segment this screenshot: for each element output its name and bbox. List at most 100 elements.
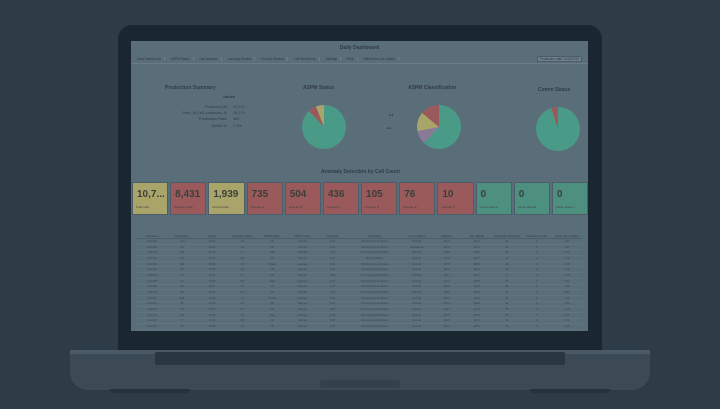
column-header[interactable]: Cell Status	[367, 234, 382, 238]
table-cell: 113.1	[443, 308, 450, 312]
table-row[interactable]: Cell 011 128 22.05 1.2 Defect Anomaly 1.39 Runn…	[137, 296, 582, 302]
nav-item-anomaly-review[interactable]: Anomaly Review	[225, 57, 256, 61]
kpi-tile[interactable]: 0 Comm Issue A	[475, 182, 512, 215]
table-cell: 22.05	[208, 296, 216, 300]
table-cell: 1.15	[329, 325, 335, 329]
table-row[interactable]: Cell 007 54 10.42 0.7 OK Normal 0.98 Running No…	[137, 273, 582, 279]
kpi-tile[interactable]: 504 Anomaly B	[284, 182, 321, 215]
column-header[interactable]: Process Counter	[526, 234, 548, 238]
table-cell: OK	[270, 285, 275, 289]
kpi-tile[interactable]: 10 Anomaly F	[437, 182, 474, 215]
table-cell: 19.23	[208, 245, 216, 249]
table-cell: 16.58	[208, 325, 216, 329]
table-row[interactable]: Cell 010 66 11.93 0.8 OK Normal 1.04 Running No…	[137, 290, 582, 296]
kpi-tile[interactable]: 10,7... Total Cells	[132, 182, 169, 215]
column-header[interactable]: Volt. Range	[469, 234, 484, 238]
anomaly-detection-title: Anomaly Detection by Cell Count	[321, 169, 400, 175]
table-row[interactable]: Cell 005 142 26.31 1.3 Defect Anomaly 1.61 Runn…	[137, 262, 582, 268]
aspm-classification-pie[interactable]	[417, 105, 461, 149]
table-cell: 0.8	[240, 279, 245, 283]
table-cell: 18.27	[208, 285, 216, 289]
table-cell: Cell 008	[147, 279, 157, 283]
table-cell: 18	[505, 302, 509, 306]
kpi-caption: Total Cells	[136, 205, 149, 209]
column-header[interactable]: Cycle Count Status	[554, 234, 579, 238]
table-cell: Normal	[412, 308, 421, 312]
kpi-tile[interactable]: 105 Anomaly D	[361, 182, 398, 215]
table-cell: OK	[270, 273, 275, 277]
table-cell: 119.2	[443, 268, 450, 272]
table-cell: 127.5	[443, 262, 450, 266]
table-cell: 1.33	[329, 313, 335, 317]
aspm-status-pie[interactable]	[302, 105, 346, 149]
table-cell: 1.1	[240, 251, 245, 255]
table-row[interactable]: Cell 012 85 14.72 0.9 OK Normal 1.11 Running No…	[137, 302, 582, 308]
column-header[interactable]: Voltage 1	[440, 234, 453, 238]
nav-item-aspm-status[interactable]: ASPM Status	[168, 57, 194, 61]
kpi-tile[interactable]: 735 Anomaly A	[246, 182, 283, 215]
table-cell: Running Normal Status	[361, 273, 388, 277]
table-cell: 1.87	[564, 239, 570, 243]
production-date-select[interactable]: Production date 10/15/2019	[536, 56, 582, 62]
table-cell: 13.20	[208, 319, 216, 323]
table-row[interactable]: Cell 014 112 19.64 1.1 Alert Anomaly 1.33 Runni…	[137, 313, 582, 319]
table-cell: Running Normal Status	[361, 325, 388, 329]
table-cell: 117.0	[473, 285, 480, 289]
table-cell: Cell 007	[147, 273, 157, 277]
kpi-tile[interactable]: 0 Comm Issue C	[551, 182, 588, 215]
kpi-tile[interactable]: 436 Anomaly C	[322, 182, 360, 215]
table-cell: 1.02	[564, 313, 570, 317]
nav-item-process-review[interactable]: Process Review	[258, 57, 289, 61]
column-header[interactable]: Production Ratio	[231, 234, 253, 238]
nav-item-help[interactable]: Help	[344, 57, 358, 61]
comm-status-pie[interactable]	[536, 107, 580, 151]
kpi-tile[interactable]: 76 Anomaly E	[399, 182, 436, 215]
column-header[interactable]: Defect	[208, 234, 217, 238]
column-header[interactable]: Cycle Start Threshold	[493, 234, 521, 238]
column-header[interactable]: Production	[175, 234, 189, 238]
table-row[interactable]: Cell 0176311.120.7OKNormal1.01Running No…	[137, 330, 582, 332]
pie-legend-label: ■ ■	[387, 126, 392, 130]
table-header: Cell Name Production Defect Production Rati…	[137, 227, 582, 239]
table-cell: Normal	[298, 285, 307, 289]
nav-item-daily-dashboard[interactable]: Daily Dashboard	[134, 57, 165, 61]
table-row[interactable]: Cell 002 96 19.23 1.0 OK Normal 1.12 Running No…	[137, 245, 582, 251]
cell-data-table: Cell Name Production Defect Production Rati…	[137, 227, 582, 331]
table-row[interactable]: Cell 013 59 10.87 0.7 OK Normal 0.95 Running No…	[137, 307, 582, 313]
table-cell: 121.0	[443, 279, 450, 283]
table-cell: 119.9	[473, 313, 480, 317]
table-cell: Running Normal Status	[361, 279, 388, 283]
table-cell: Normal	[412, 302, 421, 306]
kpi-tile[interactable]: 1,939 Normal Cells	[208, 182, 245, 215]
table-row[interactable]: Cell 006 89 15.88 0.9 OK Normal 1.09 Running No…	[137, 267, 582, 274]
nav-item-cell-monitoring[interactable]: Cell Monitoring	[291, 57, 320, 61]
column-header[interactable]: Comm Status	[408, 234, 426, 238]
table-row[interactable]: Cell 008 73 13.66 0.8 Alert Anomaly 1.18 Runnin…	[137, 279, 582, 285]
column-header[interactable]: ASPM Status	[263, 234, 281, 238]
column-header[interactable]: Cell Name	[145, 234, 159, 238]
kpi-value: 105	[366, 189, 383, 200]
table-row[interactable]: Cell 003 117 20.14 1.1 Alert Anomaly 1.45 Runni…	[137, 250, 582, 257]
table-row[interactable]: Cell 004 68 12.04 0.8 OK Normal 1.03 Running Wa…	[137, 256, 582, 262]
table-cell: 1.22	[564, 251, 570, 255]
table-cell: Running Normal Status	[361, 308, 388, 312]
nav-item-cell-analysis[interactable]: Cell Analysis	[197, 57, 222, 61]
table-row[interactable]: Cell 015 77 13.20 0.8 OK Normal 1.06 Running No…	[137, 319, 582, 325]
kpi-value: 0	[556, 189, 563, 200]
nav-item-settings[interactable]: Settings	[323, 57, 342, 61]
table-cell: Normal	[298, 256, 307, 260]
table-cell: Normal	[298, 239, 307, 243]
column-header[interactable]: Yield (%)	[326, 234, 339, 238]
kpi-tile[interactable]: 8,431 Defective Cells	[170, 182, 207, 215]
summary-label: Defect %	[211, 123, 227, 128]
table-cell: 10.42	[208, 273, 216, 277]
table-row[interactable]: Cell 001 1,24 23.12 1.2 OK Normal 1.34 Running …	[137, 239, 582, 245]
page-title: Daily Dashboard	[339, 45, 380, 51]
nav-item-line-option[interactable]: Select the Line Option	[361, 57, 399, 61]
summary-label: Production Ratio	[198, 117, 227, 122]
column-header[interactable]: ASPM Class	[294, 234, 311, 238]
table-row[interactable]: Cell 009 101 18.27 1.0 OK Normal 1.27 Running N…	[137, 285, 582, 291]
kpi-tile[interactable]: 0 Comm Issue B	[513, 182, 550, 215]
table-cell: 119.6	[473, 279, 480, 283]
table-row[interactable]: Cell 016 94 16.58 1.0 OK Normal 1.15 Running No…	[137, 324, 582, 330]
